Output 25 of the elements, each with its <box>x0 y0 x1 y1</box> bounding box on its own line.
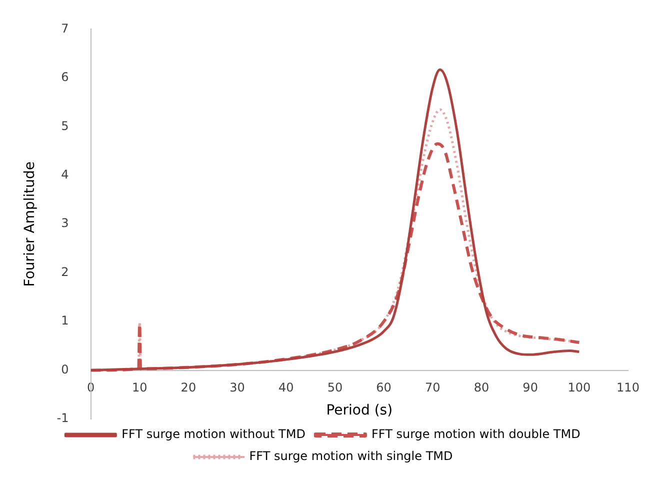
x-tick-label: 60 <box>376 380 392 395</box>
y-tick-label: 5 <box>61 118 69 133</box>
y-tick-label: 0 <box>61 362 69 376</box>
x-tick-label: 110 <box>616 380 640 395</box>
legend-label: FFT surge motion without TMD <box>122 427 306 442</box>
y-tick-label: 7 <box>61 21 69 36</box>
x-tick-label: 20 <box>180 380 196 395</box>
x-axis-title: Period (s) <box>326 402 393 419</box>
x-tick-label: 30 <box>230 380 245 395</box>
x-tick-label: 70 <box>425 380 440 395</box>
x-tick-label: 40 <box>278 380 294 395</box>
y-tick-label: 1 <box>61 314 69 328</box>
legend-label: FFT surge motion with single TMD <box>249 449 453 464</box>
y-tick-label: 4 <box>61 168 69 182</box>
x-tick-label: 90 <box>522 380 538 395</box>
x-tick-label: 50 <box>327 380 343 395</box>
x-tick-label: 10 <box>132 380 148 395</box>
y-tick-label: 2 <box>61 264 69 279</box>
y-tick-label: -1 <box>56 411 69 426</box>
legend-label: FFT surge motion with double TMD <box>371 427 580 442</box>
y-tick-label: 6 <box>61 70 69 84</box>
y-axis-title: Fourier Amplitude <box>22 162 38 287</box>
x-tick-label: 100 <box>568 380 591 395</box>
x-tick-label: 80 <box>474 380 490 395</box>
y-tick-label: 3 <box>61 216 69 230</box>
